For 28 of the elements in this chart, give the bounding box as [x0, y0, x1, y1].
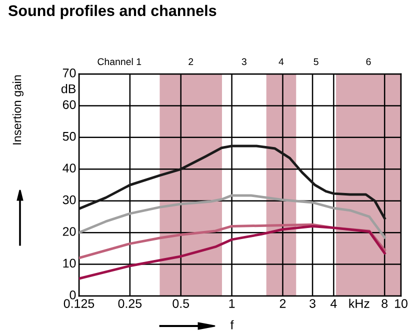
y-axis-title: Insertion gain: [12, 75, 24, 144]
x-tick-label: kHz: [349, 298, 370, 308]
x-tick-label: 2: [280, 299, 286, 308]
band-label: 6: [366, 58, 371, 66]
x-tick-label: 0.125: [64, 299, 94, 308]
band-label: 4: [278, 58, 284, 66]
y-tick-label: 40: [62, 164, 76, 172]
band-label: 2: [188, 58, 194, 66]
x-tick-label: 10: [395, 299, 408, 308]
chart-title: Sound profiles and channels: [8, 4, 216, 20]
x-tick-label: 8: [382, 299, 388, 308]
x-tick-label: 0.25: [118, 299, 142, 308]
y-tick-label: 20: [62, 227, 76, 236]
x-axis-title: f: [230, 320, 234, 330]
y-tick-label: 70: [62, 68, 76, 78]
x-tick-label: 4: [330, 299, 337, 308]
text: 5: [314, 58, 318, 66]
text: 3: [242, 58, 246, 66]
y-tick-label: 0: [70, 290, 76, 300]
y-tick-label: 30: [62, 195, 76, 204]
x-tick-label: 1: [229, 299, 235, 308]
y-tick-label: dB: [61, 84, 76, 94]
y-tick-label: 50: [62, 132, 76, 141]
x-tick-label: 3: [310, 299, 316, 308]
y-tick-label: 60: [62, 100, 76, 110]
y-tick-label: 10: [63, 258, 76, 268]
text: Channel 1: [98, 58, 142, 66]
x-tick-label: 0.5: [172, 299, 190, 308]
